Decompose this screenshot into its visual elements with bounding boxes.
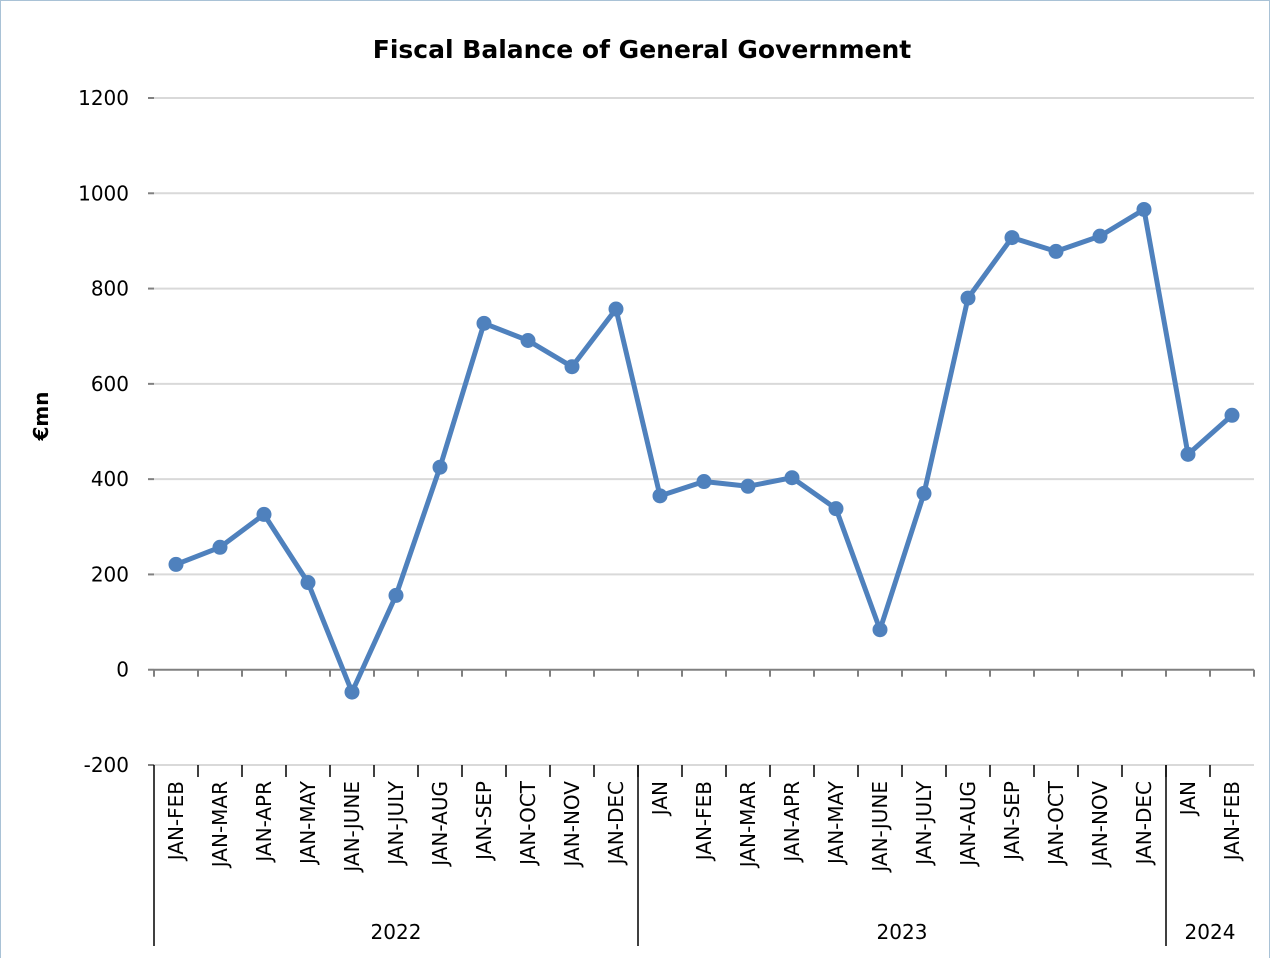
data-point: [564, 359, 580, 375]
x-tick-label: JAN-JUNE: [868, 781, 892, 874]
axes: [148, 97, 1255, 946]
data-point: [300, 575, 316, 591]
year-group-labels: 2022 2023 2024: [371, 920, 1236, 944]
x-tick-label: JAN-OCT: [1044, 780, 1068, 867]
x-tick-labels: JAN-FEB JAN-MAR JAN-APR JAN-MAY JAN-JUNE JAN-…: [164, 780, 1244, 873]
x-tick-label: JAN-APR: [252, 781, 276, 864]
data-point: [1224, 407, 1240, 423]
data-point: [520, 333, 536, 349]
x-tick-label: JAN-APR: [780, 781, 804, 864]
data-point: [696, 474, 712, 490]
x-tick-label: JAN-MAY: [824, 780, 848, 866]
x-tick-label: JAN: [1176, 781, 1200, 817]
x-tick-label: JAN-FEB: [692, 781, 716, 862]
y-tick-label: 800: [91, 277, 129, 301]
x-tick-label: JAN-NOV: [560, 781, 584, 869]
x-tick-label: JAN-NOV: [1088, 781, 1112, 869]
y-tick-labels: 1200 1000 800 600 400 200 0 -200: [78, 86, 129, 777]
data-point: [872, 622, 888, 638]
x-tick-label: JAN-MAR: [208, 781, 232, 869]
gridlines: [154, 97, 1254, 766]
x-tick-label: JAN-JULY: [912, 780, 936, 867]
x-tick-label: JAN-JULY: [384, 780, 408, 867]
x-tick-label: JAN-FEB: [164, 781, 188, 862]
x-tick-label: JAN-SEP: [472, 781, 496, 862]
x-tick-label: JAN-AUG: [956, 781, 980, 868]
x-tick-label: JAN-MAY: [296, 780, 320, 866]
data-point: [1136, 201, 1152, 217]
data-point: [960, 290, 976, 306]
y-tick-label: 600: [91, 372, 129, 396]
x-tick-label: JAN-SEP: [1000, 781, 1024, 862]
data-point: [168, 556, 184, 572]
y-axis-label: €mn: [29, 392, 53, 442]
y-tick-label: -200: [84, 753, 129, 777]
x-tick-label: JAN-MAR: [736, 781, 760, 869]
data-point: [432, 459, 448, 475]
x-tick-label: JAN-DEC: [604, 781, 628, 866]
year-group-label: 2022: [371, 920, 422, 944]
y-tick-label: 200: [91, 562, 129, 586]
data-point: [1048, 243, 1064, 259]
data-point: [916, 485, 932, 501]
data-point: [608, 301, 624, 317]
data-point: [212, 539, 228, 555]
year-group-label: 2024: [1185, 920, 1236, 944]
y-tick-label: 1200: [78, 86, 129, 110]
data-point: [344, 684, 360, 700]
data-point: [1004, 230, 1020, 246]
x-tick-label: JAN-JUNE: [340, 781, 364, 874]
chart-title: Fiscal Balance of General Government: [373, 35, 911, 64]
data-point: [476, 315, 492, 331]
x-tick-label: JAN-AUG: [428, 781, 452, 868]
x-tick-label: JAN-FEB: [1220, 781, 1244, 862]
data-point: [828, 501, 844, 517]
data-point: [256, 506, 272, 522]
y-tick-label: 400: [91, 467, 129, 491]
data-point: [1092, 228, 1108, 244]
data-point: [740, 478, 756, 494]
data-point: [1180, 446, 1196, 462]
y-tick-label: 0: [116, 658, 129, 682]
x-tick-label: JAN: [648, 781, 672, 817]
series-line: [175, 206, 1234, 695]
data-point: [388, 587, 404, 603]
data-point: [652, 488, 668, 504]
x-tick-label: JAN-DEC: [1132, 781, 1156, 866]
series-fiscal-balance: [168, 201, 1240, 700]
year-group-label: 2023: [877, 920, 928, 944]
y-tick-label: 1000: [78, 181, 129, 205]
x-tick-label: JAN-OCT: [516, 780, 540, 867]
data-point: [784, 470, 800, 486]
